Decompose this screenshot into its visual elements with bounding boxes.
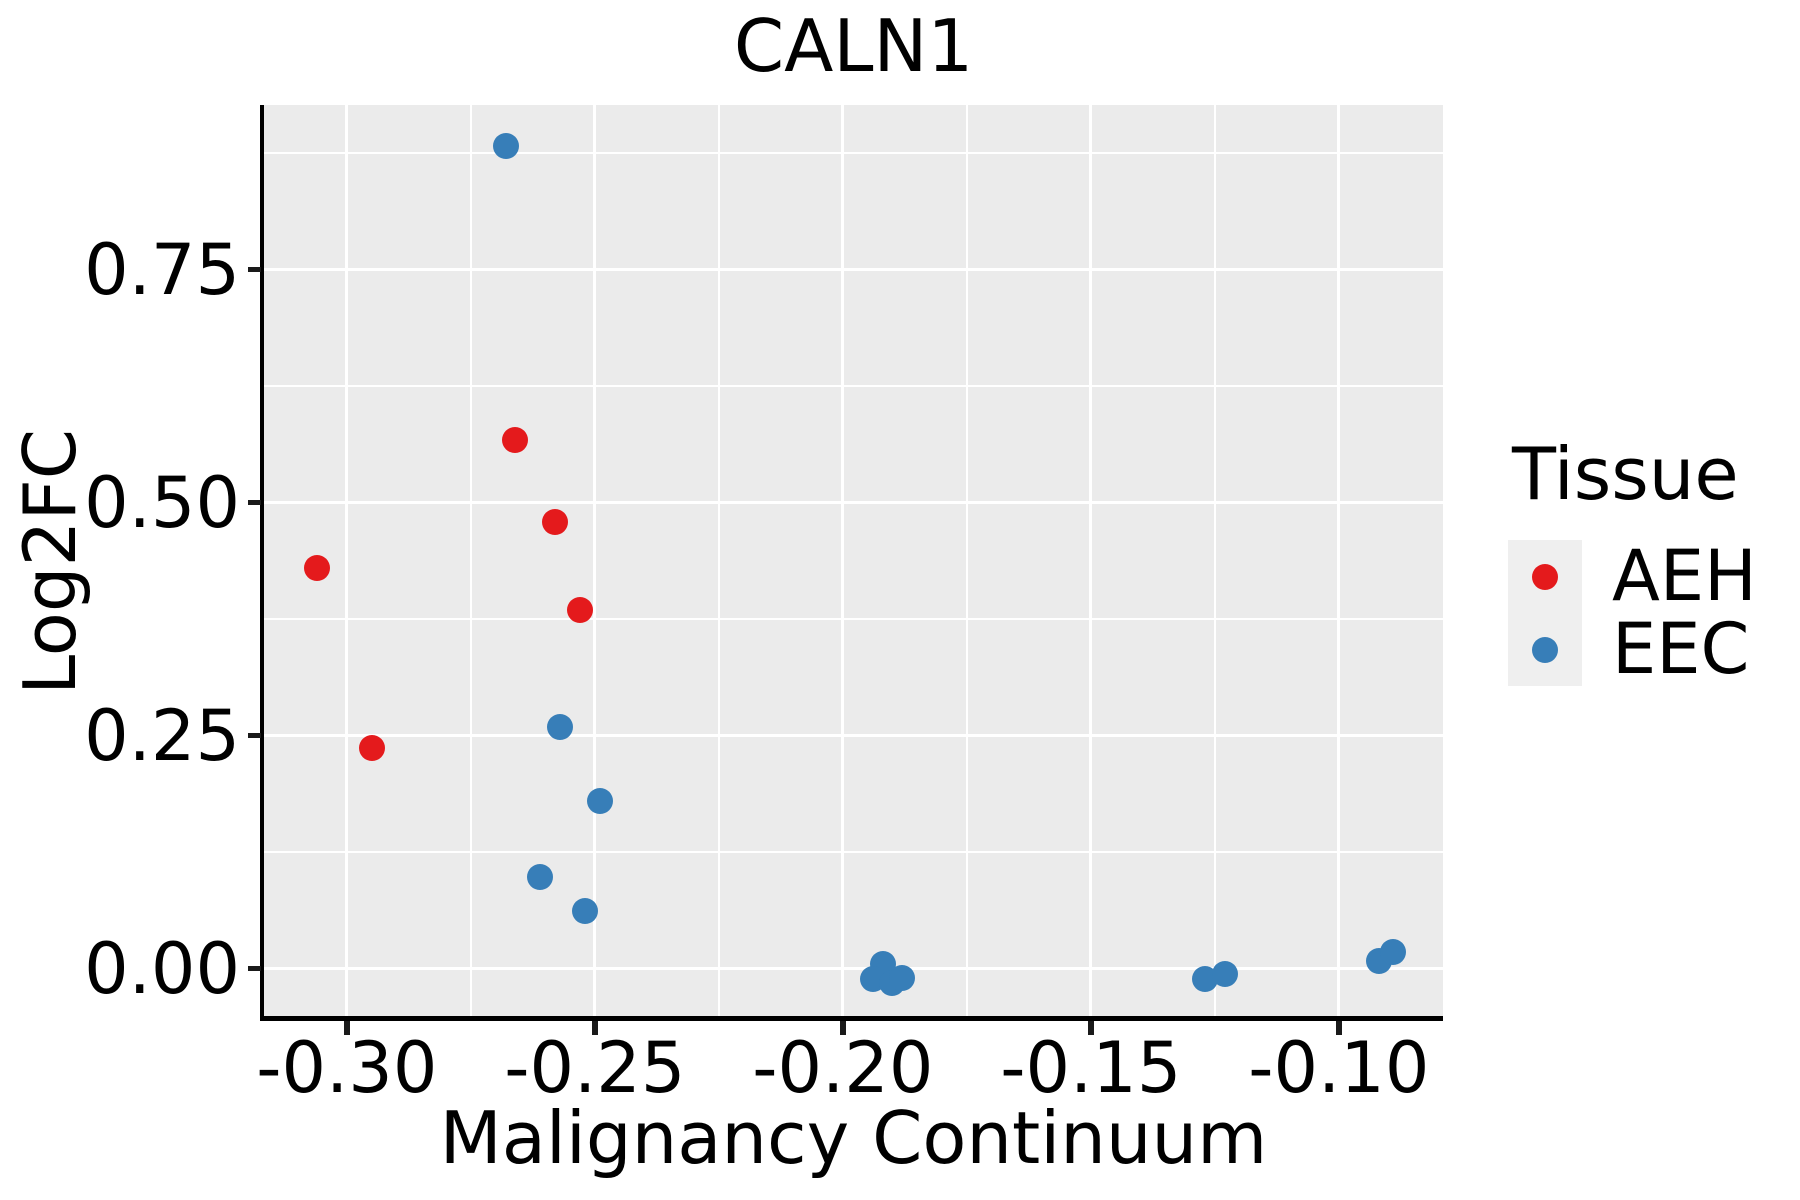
plot-panel (264, 105, 1443, 1020)
data-point-eec (1380, 938, 1407, 965)
y-minor-gridline (264, 152, 1443, 155)
x-major-gridline (1089, 105, 1093, 1020)
x-major-gridline (841, 105, 845, 1020)
y-major-gridline (264, 967, 1443, 971)
data-point-aeh (566, 597, 593, 624)
data-point-aeh (542, 509, 569, 536)
y-minor-gridline (264, 618, 1443, 621)
data-point-eec (547, 714, 574, 741)
x-major-gridline (593, 105, 597, 1020)
y-tick-label: 0.50 (84, 461, 240, 544)
data-point-eec (571, 897, 598, 924)
x-major-gridline (345, 105, 349, 1020)
legend-dot-aeh-icon (1532, 563, 1558, 590)
y-tick-mark (248, 500, 261, 506)
x-tick-label: -0.25 (504, 1027, 686, 1109)
x-tick-mark (343, 1021, 350, 1035)
y-tick-mark (248, 267, 261, 273)
data-point-eec (492, 132, 519, 159)
y-tick-label: 0.75 (84, 228, 240, 311)
x-minor-gridline (717, 105, 720, 1020)
y-minor-gridline (264, 851, 1443, 854)
y-axis-label: Log2FC (8, 428, 92, 696)
data-point-eec (1211, 961, 1238, 988)
legend-key-aeh (1508, 540, 1582, 613)
x-tick-label: -0.30 (256, 1027, 438, 1109)
y-tick-mark (248, 966, 261, 972)
legend-label-eec: EEC (1612, 608, 1750, 690)
x-tick-mark (1087, 1021, 1094, 1035)
y-tick-label: 0.25 (84, 694, 240, 777)
y-axis-spine (260, 105, 264, 1021)
y-tick-label: 0.00 (84, 927, 240, 1010)
data-point-eec (586, 788, 613, 815)
y-major-gridline (264, 501, 1443, 505)
x-major-gridline (1337, 105, 1341, 1020)
y-tick-mark (248, 733, 261, 739)
legend-key-eec (1508, 613, 1582, 686)
x-tick-label: -0.10 (1248, 1027, 1430, 1109)
y-minor-gridline (264, 385, 1443, 388)
x-minor-gridline (469, 105, 472, 1020)
legend-title: Tissue (1512, 432, 1739, 516)
data-point-aeh (358, 734, 385, 761)
data-point-aeh (502, 427, 529, 454)
legend-label-aeh: AEH (1612, 535, 1757, 617)
data-point-eec (889, 965, 916, 992)
y-major-gridline (264, 268, 1443, 272)
x-tick-mark (591, 1021, 598, 1035)
x-axis-spine (260, 1016, 1443, 1021)
x-tick-label: -0.15 (1000, 1027, 1182, 1109)
x-minor-gridline (965, 105, 968, 1020)
plot-title: CALN1 (733, 4, 974, 88)
x-tick-mark (1335, 1021, 1342, 1035)
x-axis-label: Malignancy Continuum (439, 1096, 1268, 1180)
y-major-gridline (264, 734, 1443, 738)
x-minor-gridline (1213, 105, 1216, 1020)
legend-dot-eec-icon (1532, 636, 1558, 663)
x-tick-mark (839, 1021, 846, 1035)
data-point-aeh (304, 555, 331, 582)
x-tick-label: -0.20 (752, 1027, 934, 1109)
data-point-eec (527, 863, 554, 890)
